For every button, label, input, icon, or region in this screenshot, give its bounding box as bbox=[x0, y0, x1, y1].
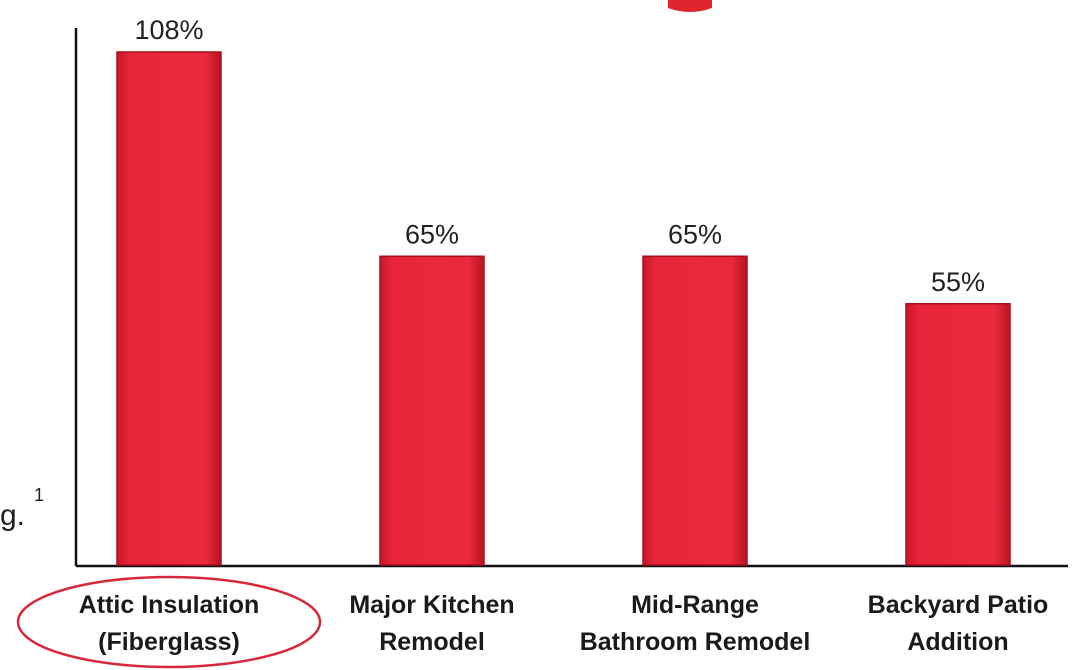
cropped-footnote-text: g. bbox=[0, 499, 25, 532]
bar-1 bbox=[379, 255, 485, 566]
value-label-2: 65% bbox=[668, 219, 722, 249]
value-label-3: 55% bbox=[931, 267, 985, 297]
category-label-3-line-1: Addition bbox=[907, 628, 1008, 656]
category-label-1-line-1: Remodel bbox=[379, 628, 485, 656]
category-label-3-line-0: Backyard Patio bbox=[868, 591, 1049, 619]
bar-0 bbox=[116, 51, 222, 566]
bar-2 bbox=[642, 255, 748, 566]
category-label-0-line-0: Attic Insulation bbox=[79, 591, 260, 619]
bar-3 bbox=[905, 303, 1011, 566]
value-labels-group: 108% 65% 65% 55% bbox=[134, 15, 985, 297]
bars-group bbox=[116, 51, 1011, 566]
highlight-ring bbox=[16, 575, 322, 669]
cropped-title-accent bbox=[668, 0, 712, 12]
value-label-1: 65% bbox=[405, 219, 459, 249]
category-labels-group: Attic Insulation (Fiberglass) Major Kitche… bbox=[79, 591, 1049, 656]
category-label-2-line-0: Mid-Range bbox=[631, 591, 759, 619]
cropped-footnote-superscript: 1 bbox=[34, 485, 44, 505]
category-label-0-line-1: (Fiberglass) bbox=[98, 628, 240, 656]
value-label-0: 108% bbox=[134, 15, 203, 45]
category-label-2-line-1: Bathroom Remodel bbox=[580, 628, 811, 656]
category-label-1-line-0: Major Kitchen bbox=[349, 591, 514, 619]
